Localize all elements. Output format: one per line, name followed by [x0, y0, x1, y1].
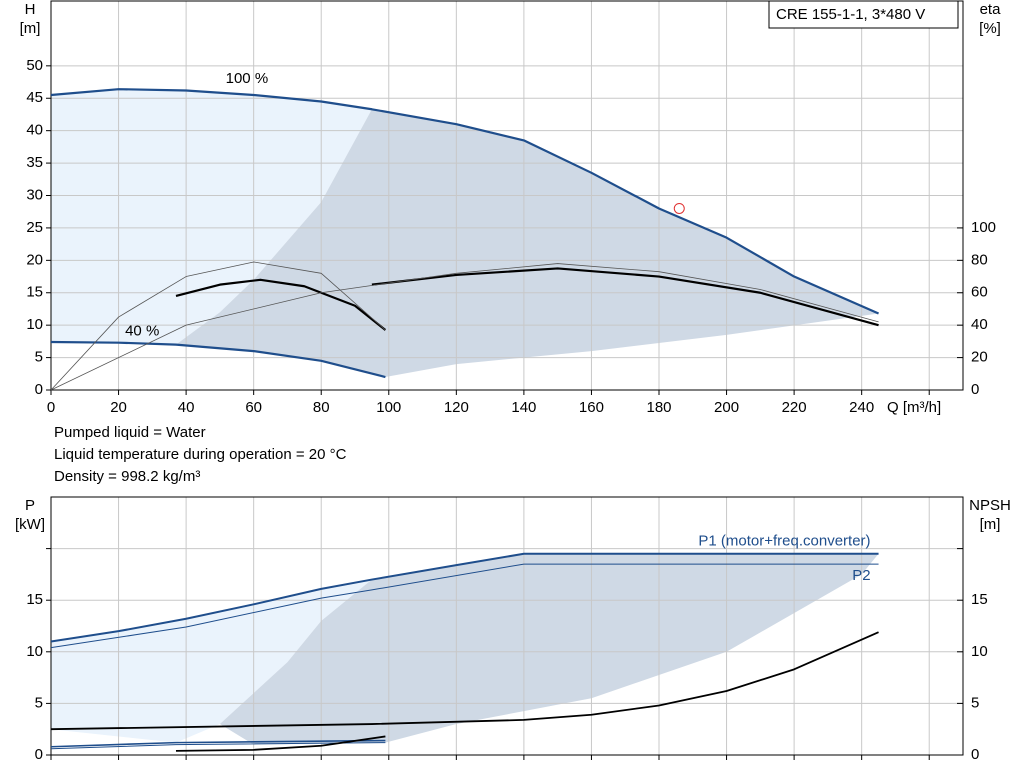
curve: [371, 267, 879, 327]
y-tick-label: 20: [26, 251, 43, 268]
info-line: Liquid temperature during operation = 20…: [54, 446, 347, 463]
x-tick-label: 60: [245, 399, 262, 416]
y-axis-label: P: [25, 497, 35, 514]
x-tick-label: 120: [444, 399, 469, 416]
curve: [50, 88, 879, 315]
y2-tick-label: 20: [971, 349, 988, 366]
operating-region: [51, 579, 372, 743]
y2-tick-label: 100: [971, 219, 996, 236]
x-tick-label: 100: [376, 399, 401, 416]
y-axis-label: H: [25, 1, 36, 18]
plot-frame: [50, 496, 964, 756]
y-tick-label: 40: [26, 122, 43, 139]
operating-region: [51, 89, 372, 345]
x-tick-label: 140: [511, 399, 536, 416]
x-tick-label: 20: [110, 399, 127, 416]
y-tick-label: 0: [35, 381, 43, 398]
y2-axis-unit: [m]: [980, 516, 1001, 533]
y-tick-label: 45: [26, 89, 43, 106]
y-tick-label: 15: [26, 591, 43, 608]
curve: [50, 552, 879, 643]
curve: [50, 261, 386, 391]
operating-region: [175, 109, 879, 378]
x-tick-label: 40: [178, 399, 195, 416]
legend-text: CRE 155-1-1, 3*480 V: [776, 6, 925, 23]
y2-axis-label: eta: [980, 1, 1002, 18]
curve: [50, 742, 386, 750]
y2-tick-label: 15: [971, 591, 988, 608]
annotation: 100 %: [226, 70, 269, 87]
x-tick-label: 220: [782, 399, 807, 416]
x-tick-label: 160: [579, 399, 604, 416]
info-line: Density = 998.2 kg/m³: [54, 468, 200, 485]
duty-point: [673, 202, 685, 214]
curve-label: P2: [852, 567, 870, 584]
x-tick-label: 180: [646, 399, 671, 416]
y-tick-label: 0: [35, 746, 43, 763]
x-tick-label: 240: [849, 399, 874, 416]
legend-box: [768, 0, 959, 29]
y-tick-label: 30: [26, 186, 43, 203]
annotation: 40 %: [125, 323, 159, 340]
curve: [50, 631, 879, 731]
x-tick-label: 200: [714, 399, 739, 416]
operating-region: [219, 553, 879, 745]
y-tick-label: 10: [26, 643, 43, 660]
info-line: Pumped liquid = Water: [54, 424, 206, 441]
y2-tick-label: 5: [971, 694, 979, 711]
x-tick-label: 80: [313, 399, 330, 416]
y-tick-label: 5: [35, 349, 43, 366]
y-tick-label: 50: [26, 57, 43, 74]
curve: [50, 739, 386, 748]
curve: [50, 340, 386, 379]
y-tick-label: 25: [26, 219, 43, 236]
curve: [175, 735, 386, 752]
y2-tick-label: 0: [971, 746, 979, 763]
y-tick-label: 35: [26, 154, 43, 171]
y-axis-unit: [m]: [20, 20, 41, 37]
y2-tick-label: 40: [971, 316, 988, 333]
x-tick-label: 0: [47, 399, 55, 416]
curve-label: P1 (motor+freq.converter): [698, 533, 870, 550]
plot-frame: [50, 0, 964, 391]
curve: [50, 563, 879, 649]
y2-axis-unit: [%]: [979, 20, 1001, 37]
y2-axis-label: NPSH: [969, 497, 1011, 514]
curve: [50, 263, 879, 391]
y-axis-unit: [kW]: [15, 516, 45, 533]
curve: [175, 278, 387, 331]
y2-tick-label: 0: [971, 381, 979, 398]
y-tick-label: 5: [35, 694, 43, 711]
y2-tick-label: 10: [971, 643, 988, 660]
y2-tick-label: 80: [971, 251, 988, 268]
y-tick-label: 15: [26, 284, 43, 301]
x-axis-label: Q [m³/h]: [887, 399, 941, 416]
y2-tick-label: 60: [971, 284, 988, 301]
y-tick-label: 10: [26, 316, 43, 333]
